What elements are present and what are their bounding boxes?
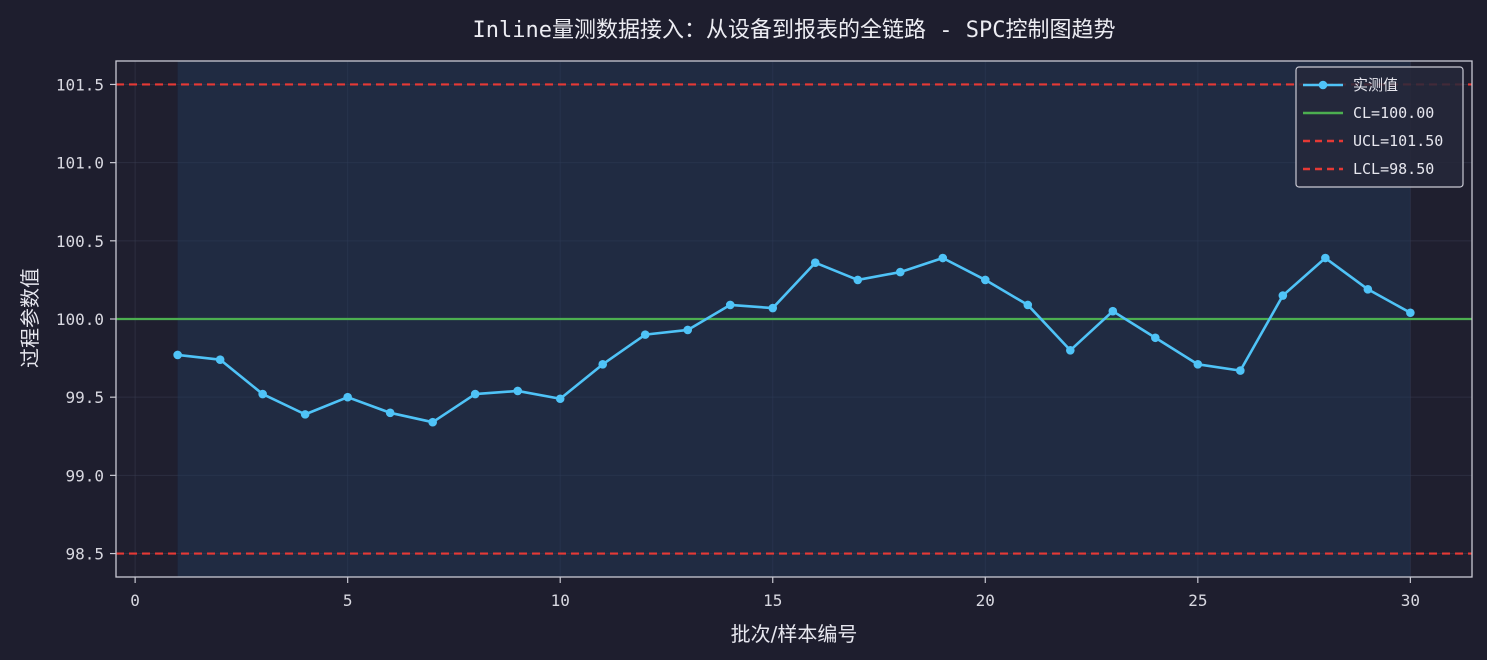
data-point [215,355,225,364]
data-point [1321,253,1330,263]
data-point [1108,306,1118,316]
data-point [810,258,820,268]
data-point [385,408,395,418]
x-tick-label: 0 [130,591,140,610]
legend-label: LCL=98.50 [1353,160,1434,178]
data-point [1151,333,1160,343]
chart-title: Inline量测数据接入：从设备到报表的全链路 - SPC控制图趋势 [473,18,1116,43]
data-point [258,389,267,399]
y-tick-label: 101.5 [56,75,104,94]
data-point [513,386,522,396]
data-point [470,389,480,399]
data-point [640,330,650,339]
data-point [1236,366,1245,375]
data-point [555,394,565,404]
legend-label: CL=100.00 [1353,104,1434,122]
legend-label: UCL=101.50 [1353,132,1443,150]
y-tick-label: 100.5 [56,232,104,251]
legend-label: 实测值 [1353,76,1398,94]
y-tick-label: 100.0 [56,310,104,329]
data-point [725,300,735,310]
data-point [895,267,905,277]
x-tick-label: 15 [763,591,782,610]
y-tick-label: 99.5 [65,388,104,407]
control-lines [116,83,1472,555]
x-tick-label: 30 [1401,591,1420,610]
y-tick-label: 98.5 [65,545,104,564]
data-point [853,275,863,285]
data-point [768,303,778,313]
series-line [177,256,1411,424]
x-tick-label: 5 [343,591,353,610]
data-point [1066,345,1075,355]
data-point [1278,291,1288,300]
data-point [938,253,948,263]
data-point [300,410,310,419]
legend: 实测值 CL=100.00 UCL=101.50 LCL=98.50 [1295,66,1464,188]
data-point [428,417,437,427]
data-point [1363,284,1373,294]
y-tick-label: 101.0 [56,154,104,173]
data-point [598,360,608,369]
axes: 0 5 10 15 20 25 30 98.5 99.0 99.5 100.0 100.5 101.0 1… [56,60,1473,610]
legend-box [1295,66,1464,188]
data-point [980,275,990,285]
data-point [1023,300,1033,310]
data-point [1406,308,1415,318]
series-layer [173,253,1415,427]
y-tick-label: 99.0 [65,466,104,485]
x-tick-label: 10 [551,591,570,610]
data-point [1193,360,1203,369]
data-point [343,392,352,402]
data-point [683,325,693,335]
y-axis-label: 过程参数值 [18,268,42,368]
data-point [173,350,182,360]
x-tick-label: 20 [976,591,995,610]
legend-marker [1318,80,1328,90]
x-axis-label: 批次/样本编号 [731,622,858,646]
x-tick-label: 25 [1188,591,1207,610]
